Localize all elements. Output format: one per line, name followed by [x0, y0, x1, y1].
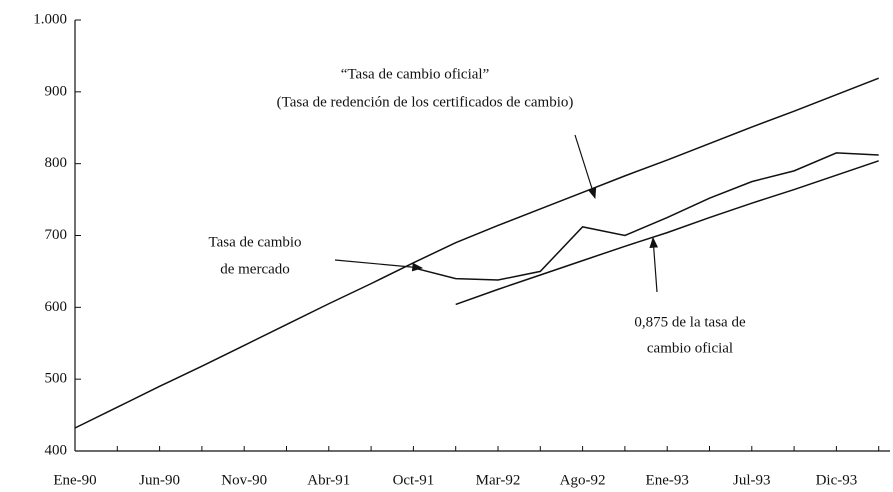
x-tick-label: Dic-93	[816, 472, 858, 488]
y-tick-label: 1.000	[33, 11, 67, 27]
y-tick-label: 500	[45, 371, 68, 387]
arrow	[334, 259, 424, 272]
x-tick-label: Ene-90	[53, 472, 96, 488]
series-line	[413, 152, 879, 281]
y-tick-label: 700	[45, 227, 68, 243]
annotation: cambio oficial	[647, 340, 733, 356]
y-tick-label: 800	[45, 155, 68, 171]
annotation: (Tasa de redención de los certificados d…	[277, 94, 574, 110]
x-tick-label: Ene-93	[646, 472, 689, 488]
y-tick-label: 900	[45, 83, 68, 99]
series-line	[455, 160, 879, 306]
y-tick-label: 600	[45, 299, 68, 315]
x-tick-label: Abr-91	[307, 472, 350, 488]
annotation: 0,875 de la tasa de	[634, 314, 746, 330]
x-tick-label: Jun-90	[139, 472, 180, 488]
series-line	[74, 77, 879, 429]
annotation: Tasa de cambio	[208, 234, 301, 250]
annotation: de mercado	[220, 261, 290, 277]
x-tick-label: Jul-93	[733, 472, 771, 488]
x-tick-label: Mar-92	[476, 472, 521, 488]
x-tick-label: Oct-91	[393, 472, 435, 488]
arrow	[649, 236, 659, 293]
y-tick-label: 400	[45, 442, 68, 458]
x-tick-label: Ago-92	[560, 472, 606, 488]
x-tick-label: Nov-90	[221, 472, 267, 488]
arrow	[574, 134, 597, 200]
annotation: “Tasa de cambio oficial”	[341, 66, 489, 82]
